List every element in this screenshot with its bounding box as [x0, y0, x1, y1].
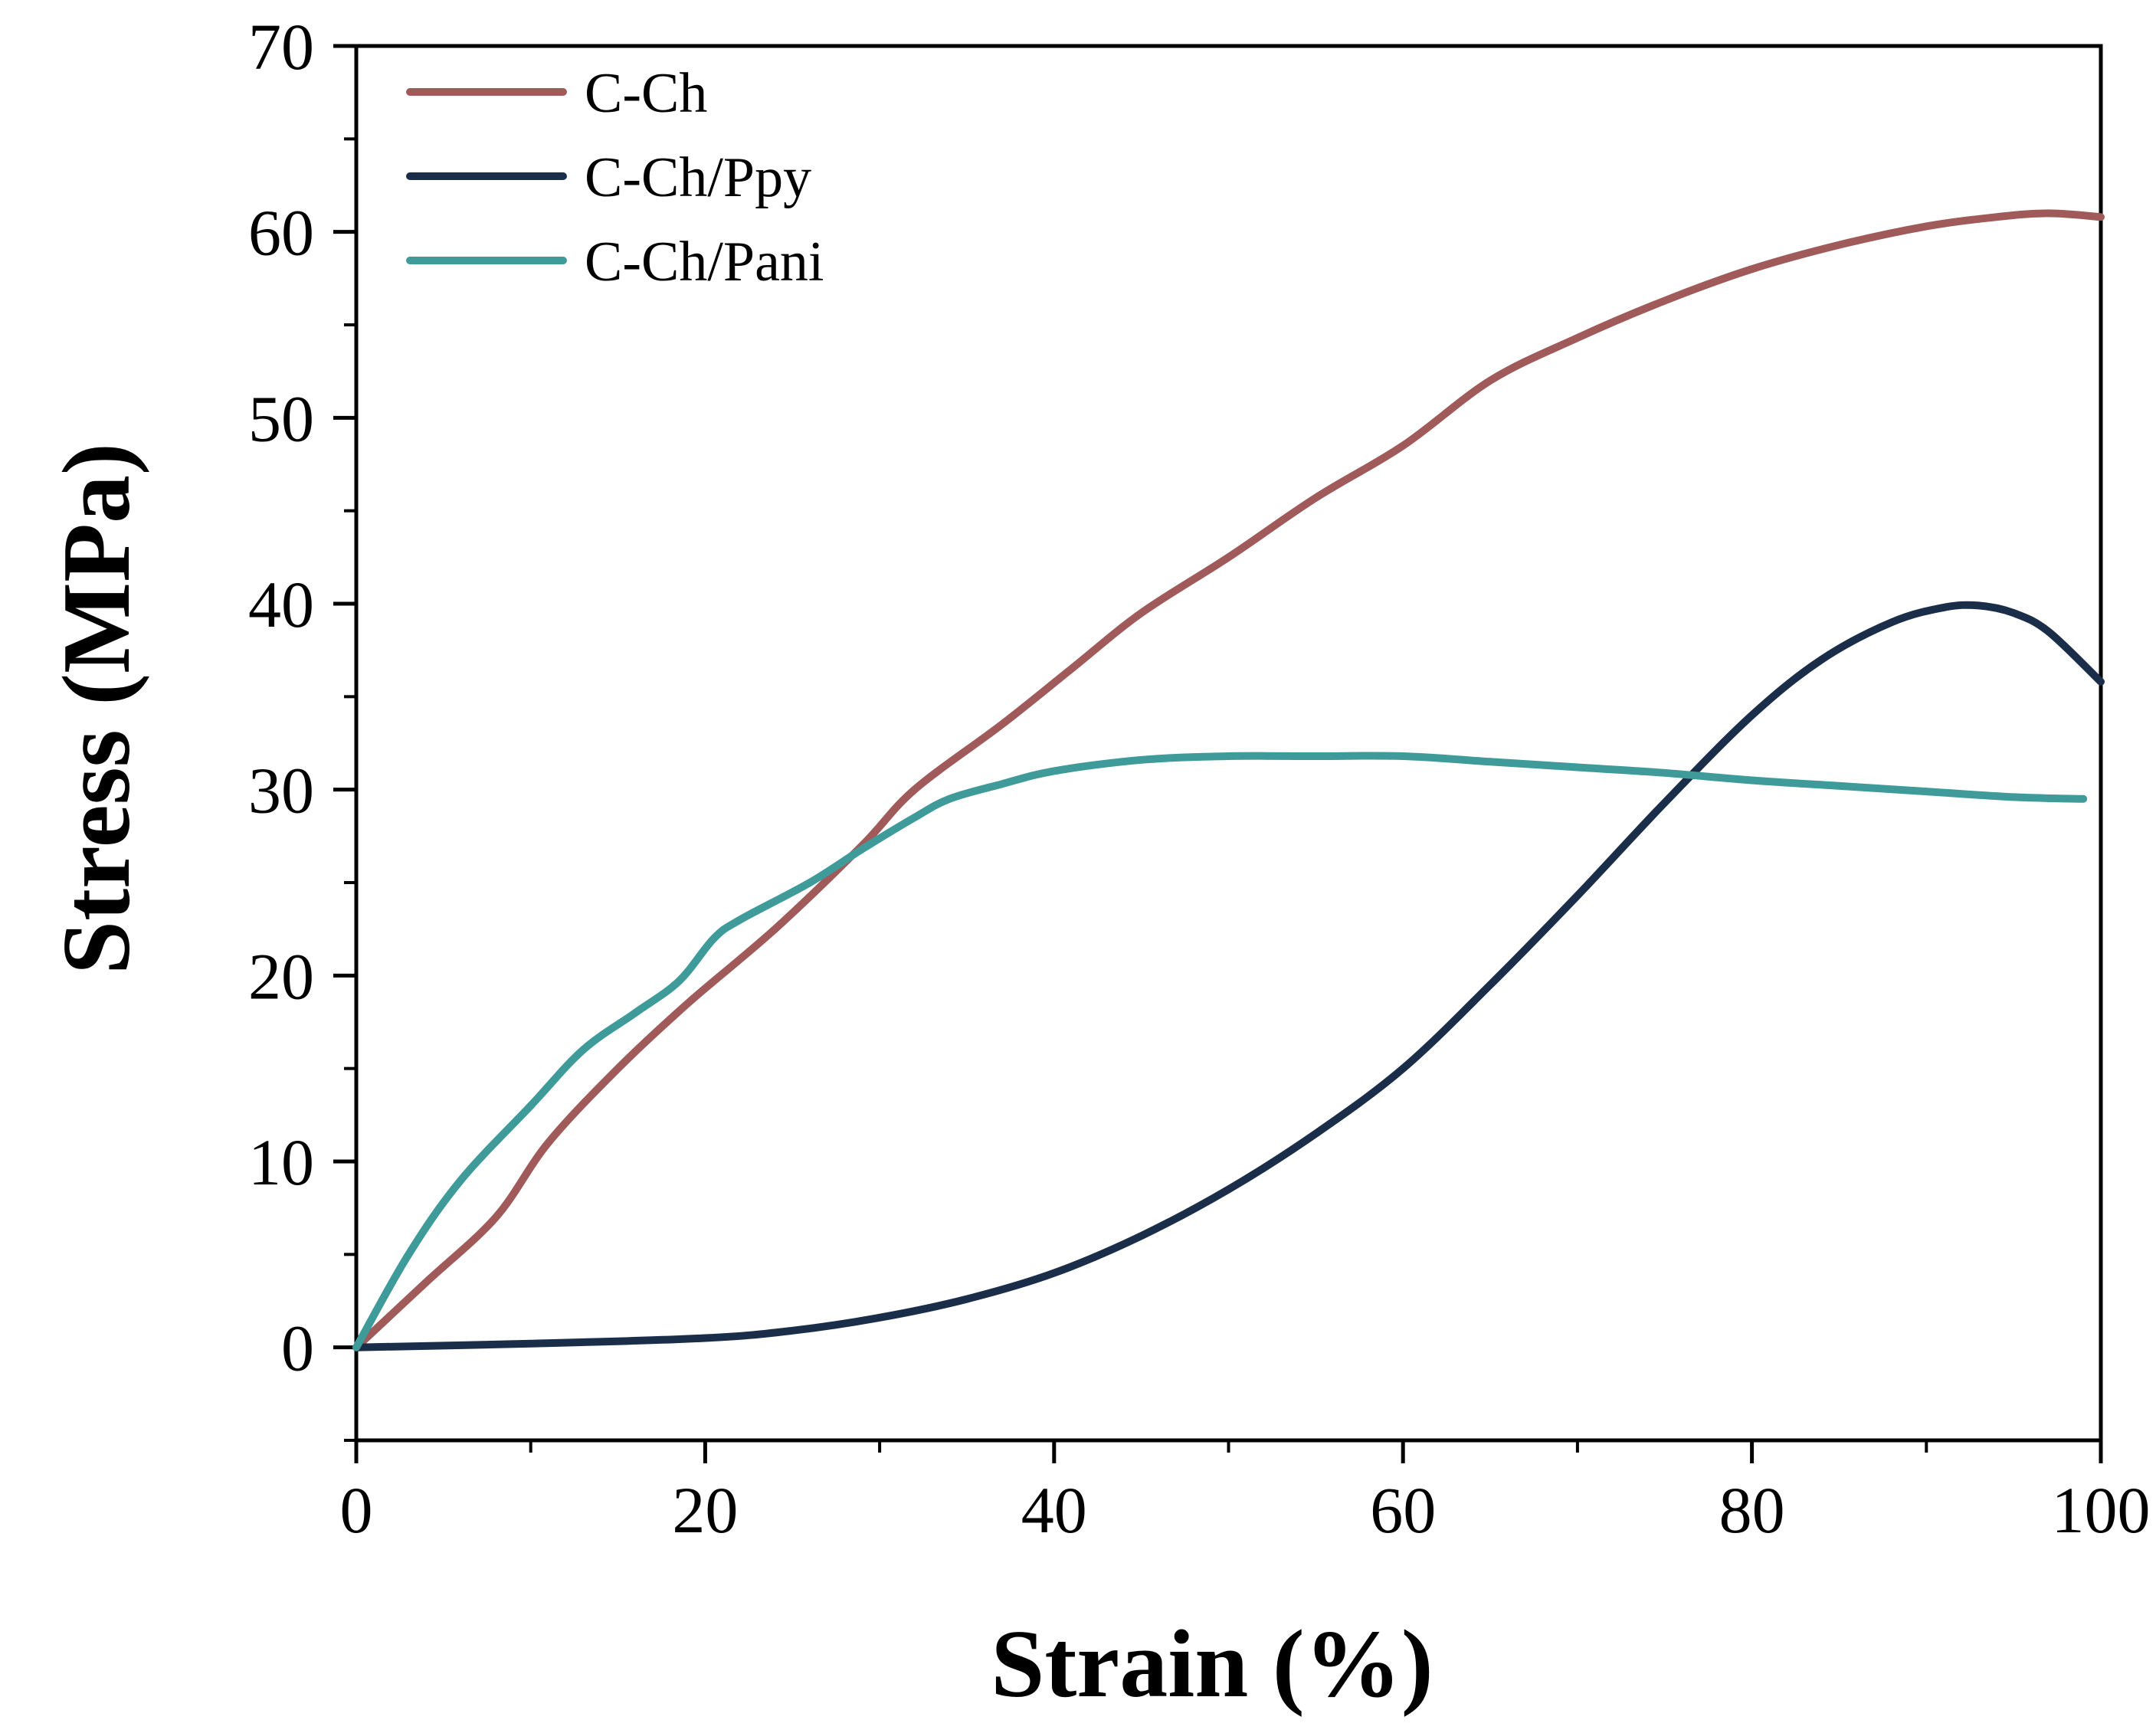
series-line-c-ch [352, 209, 2105, 1351]
x-tick-label: 20 [672, 1473, 738, 1547]
x-tick-labels: 0 20 40 60 80 100 [340, 1473, 2151, 1547]
x-tick-label: 40 [1021, 1473, 1087, 1547]
legend-label-c-ch: C-Ch [585, 62, 707, 125]
y-tick-label: 20 [248, 939, 314, 1013]
y-tick-label: 40 [248, 568, 314, 641]
legend-label-c-ch-ppy: C-Ch/Ppy [585, 146, 811, 209]
legend: C-Ch C-Ch/Ppy C-Ch/Pani [406, 62, 824, 293]
x-tick-label: 100 [2052, 1473, 2151, 1547]
x-tick-label: 80 [1719, 1473, 1785, 1547]
series-line-c-ch-pani [352, 752, 2088, 1351]
y-tick-label: 30 [248, 754, 314, 827]
legend-label-c-ch-pani: C-Ch/Pani [585, 231, 824, 293]
series-line-c-ch-ppy [352, 601, 2105, 1351]
y-tick-label: 70 [248, 10, 314, 84]
major-ticks [333, 44, 2103, 1463]
minor-ticks [344, 137, 1928, 1453]
y-tick-label: 60 [248, 196, 314, 270]
x-axis-title: Strain (%) [991, 1611, 1433, 1718]
y-tick-labels: 0 10 20 30 40 50 60 70 [248, 10, 314, 1385]
y-tick-label: 0 [281, 1312, 314, 1385]
x-tick-label: 0 [340, 1473, 373, 1547]
y-tick-label: 50 [248, 382, 314, 455]
y-tick-label: 10 [248, 1125, 314, 1199]
x-tick-label: 60 [1370, 1473, 1436, 1547]
series-lines [352, 209, 2105, 1351]
y-axis-title: Stress (MPa) [44, 443, 150, 975]
